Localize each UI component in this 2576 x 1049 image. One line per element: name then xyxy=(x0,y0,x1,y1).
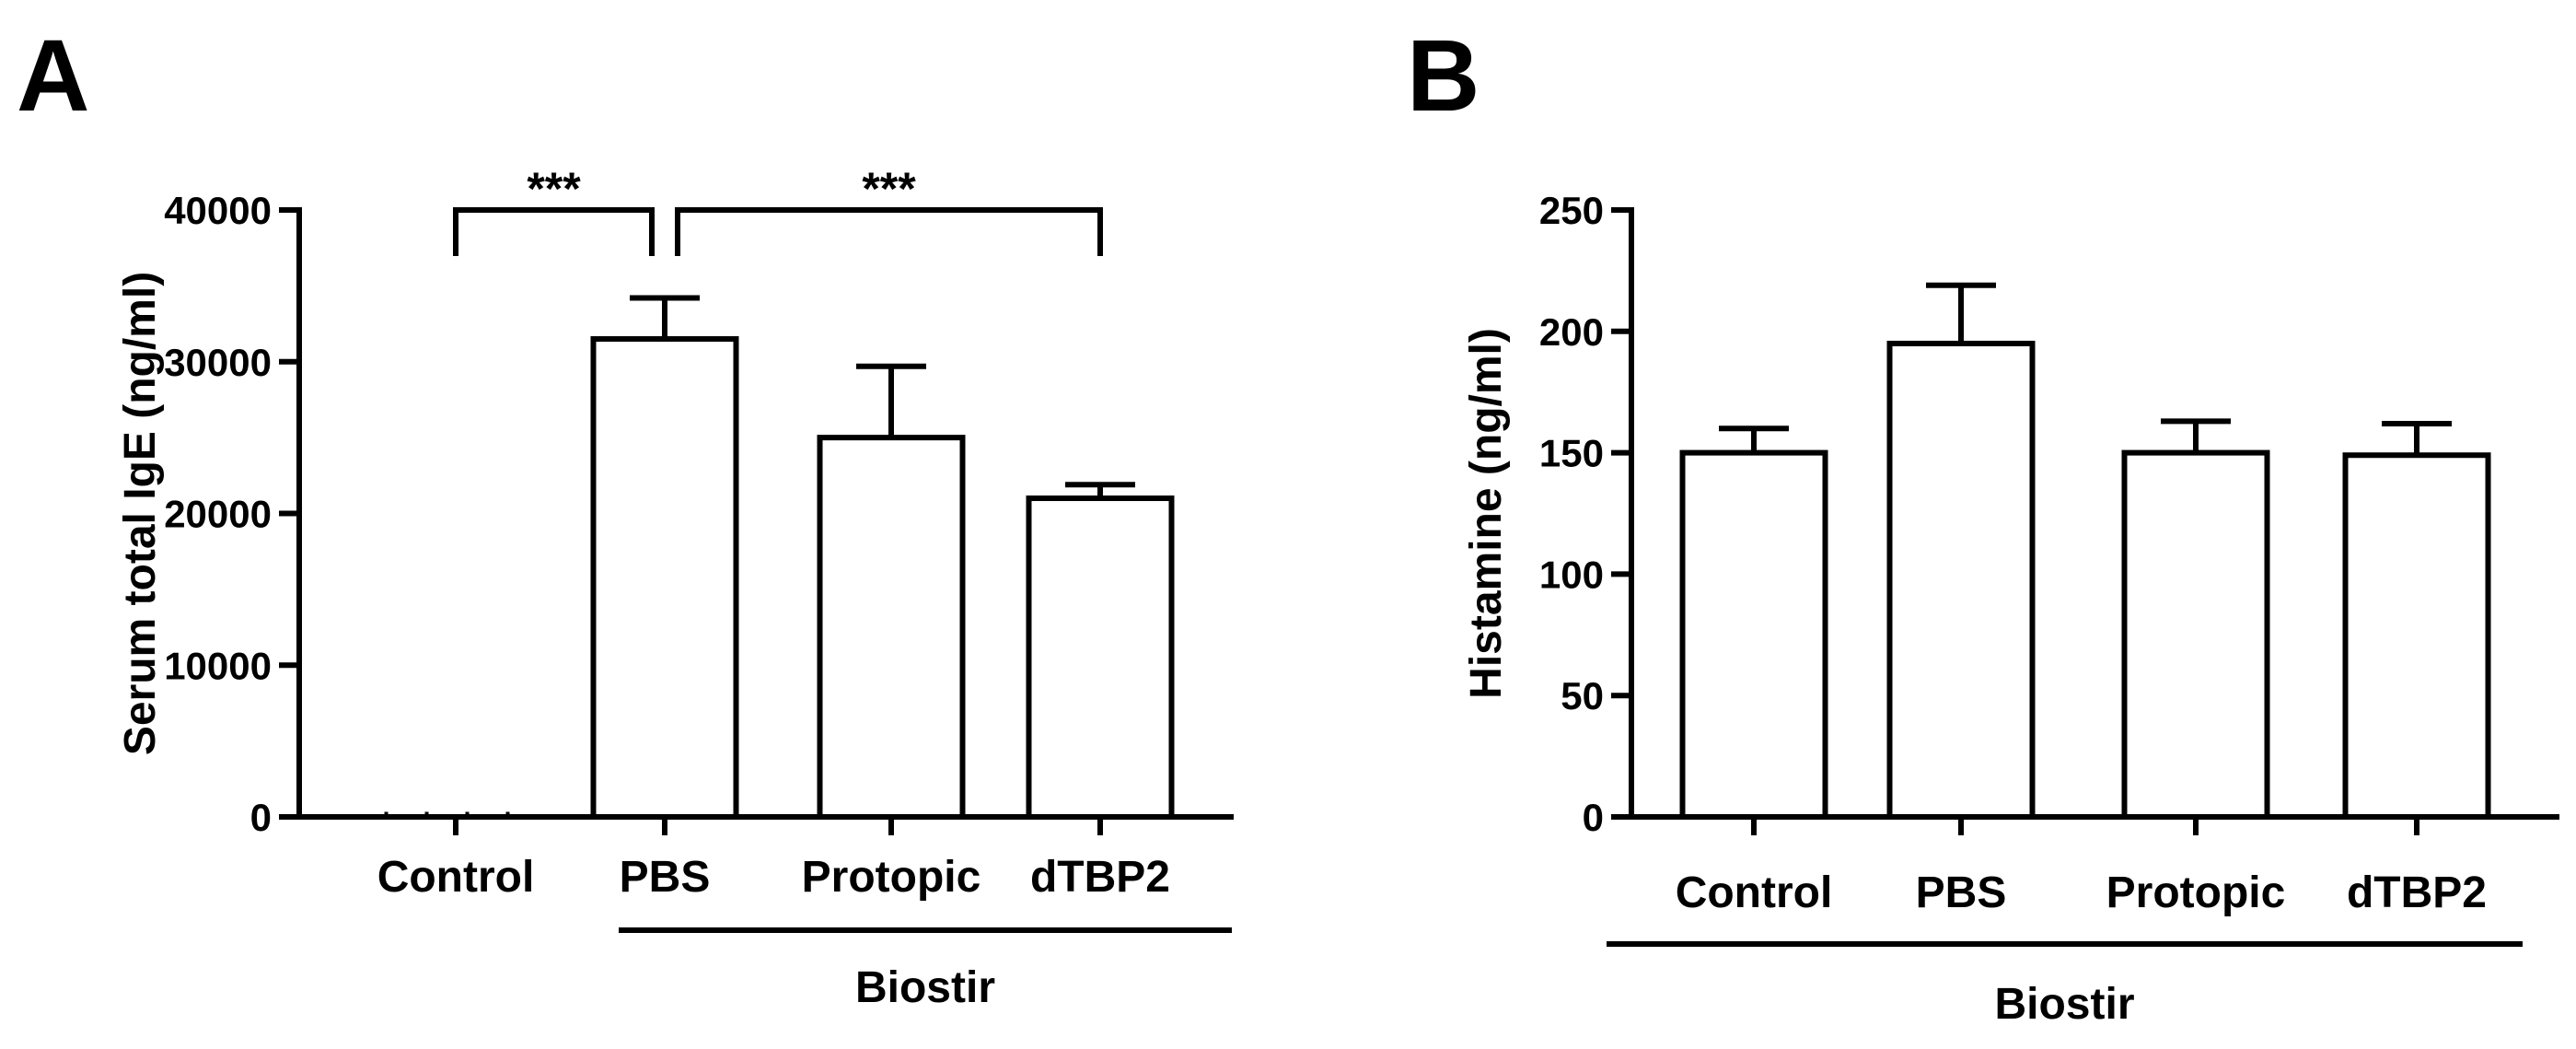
significance-label-a-1: *** xyxy=(862,163,916,215)
bar-a-1 xyxy=(590,336,739,821)
y-tick-label-b: 50 xyxy=(1561,674,1604,717)
panel-letter-b: B xyxy=(1407,19,1480,133)
y-axis-label-b: Histamine (ng/ml) xyxy=(1462,328,1511,699)
category-label-b-3: dTBP2 xyxy=(2347,868,2487,917)
y-tick-label-b: 100 xyxy=(1539,553,1604,596)
y-tick-label-b: 200 xyxy=(1539,310,1604,354)
category-label-a-2: Protopic xyxy=(802,853,981,902)
y-tick-label-b: 0 xyxy=(1583,796,1604,839)
category-label-b-1: PBS xyxy=(1916,868,2007,917)
significance-label-a-0: *** xyxy=(527,163,581,215)
category-label-b-2: Protopic xyxy=(2106,868,2286,917)
bar-b-3 xyxy=(2342,452,2491,820)
y-tick-label-b: 250 xyxy=(1539,189,1604,232)
category-label-a-3: dTBP2 xyxy=(1030,853,1170,902)
significance-bracket-a-1 xyxy=(675,207,1103,256)
y-axis-label-a: Serum total IgE (ng/ml) xyxy=(116,272,165,755)
category-label-a-1: PBS xyxy=(620,853,711,902)
bar-a-3 xyxy=(1026,495,1175,821)
panel-letter-a: A xyxy=(17,19,90,133)
y-tick-label-b: 150 xyxy=(1539,432,1604,475)
significance-bracket-a-0 xyxy=(453,207,655,256)
bar-a-2 xyxy=(817,435,966,820)
group-label-a: Biostir xyxy=(855,963,995,1012)
y-tick-label-a: 10000 xyxy=(164,644,272,687)
bar-b-0 xyxy=(1679,449,1828,820)
y-tick-label-a: 30000 xyxy=(164,341,272,384)
y-tick-label-a: 0 xyxy=(250,796,272,839)
y-tick-label-a: 20000 xyxy=(164,493,272,536)
bar-b-2 xyxy=(2121,449,2270,820)
category-label-a-0: Control xyxy=(377,853,535,902)
category-label-b-0: Control xyxy=(1676,868,1833,917)
y-tick-label-a: 40000 xyxy=(164,189,272,232)
group-label-b: Biostir xyxy=(1994,980,2134,1029)
bar-b-1 xyxy=(1886,340,2036,821)
